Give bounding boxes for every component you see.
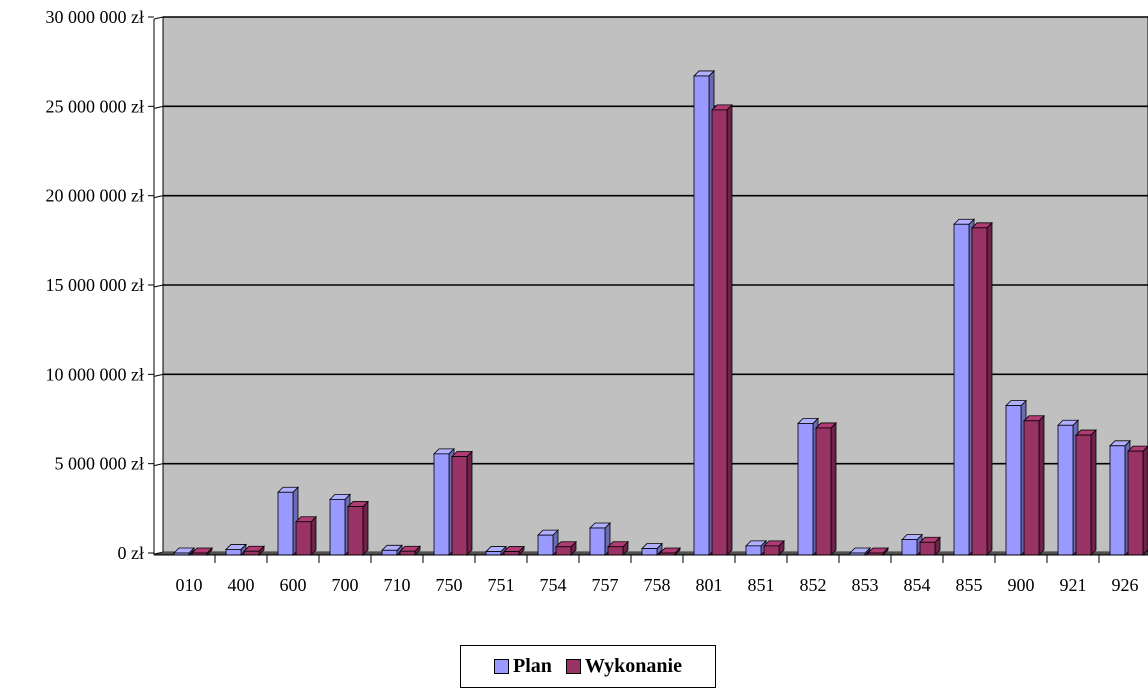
bar-wykonanie-854 [919,536,941,556]
bar-wykonanie-921 [1075,429,1097,556]
bar-plan-710 [381,544,403,556]
bar-wykonanie-754 [555,540,577,556]
bar-plan-400 [225,543,247,556]
x-tick-label: 750 [436,575,463,595]
x-tick-label: 700 [332,575,359,595]
bar-plan-801 [693,69,715,556]
gridline-depth [153,463,164,467]
y-tick-label: 25 000 000 zł [46,96,145,116]
bar-plan-758 [641,542,663,556]
x-tick-label: 854 [904,575,931,595]
x-tick-label: 710 [384,575,411,595]
x-tick-label: 400 [228,575,255,595]
legend-item-wykonanie: Wykonanie [565,655,682,678]
bar-plan-600 [277,486,299,556]
x-tick-label: 855 [956,575,983,595]
bar-plan-851 [745,539,767,556]
legend-swatch-wykonanie [565,659,581,674]
legend: Plan Wykonanie [460,645,716,688]
bar-wykonanie-400 [243,545,265,556]
y-axis: 0 zł 5 000 000 zł 10 000 000 zł 15 000 000 … [46,7,155,563]
x-tick-label: 758 [644,575,671,595]
x-tick-label: 853 [852,575,879,595]
bars [173,69,1148,556]
bar-wykonanie-700 [347,500,369,556]
y-tick-label: 15 000 000 zł [46,275,145,295]
bar-plan-921 [1057,419,1079,556]
x-tick-label: 010 [176,575,203,595]
gridline-depth [153,284,164,288]
x-tick-label: 751 [488,575,515,595]
bar-wykonanie-751 [503,545,525,556]
bar-plan-754 [537,529,559,556]
bar-wykonanie-801 [711,103,733,556]
legend-label-plan: Plan [513,655,552,677]
bar-wykonanie-010 [191,547,213,556]
bar-plan-854 [901,533,923,556]
y-tick-label: 20 000 000 zł [46,186,145,206]
x-tick-label: 754 [540,575,567,595]
x-tick-label: 801 [696,575,723,595]
bar-wykonanie-855 [971,221,993,556]
bar-plan-852 [797,417,819,556]
legend-item-plan: Plan [494,655,552,678]
x-tick-label: 900 [1008,575,1035,595]
bar-plan-757 [589,522,611,556]
x-axis: 010 400 600 700 710 750 751 754 757 758 801 851 852 8… [154,554,1148,595]
x-tick-label: 757 [592,575,619,595]
gridline-depth [153,373,164,377]
bar-plan-751 [485,545,507,556]
bar-wykonanie-757 [607,540,629,556]
gridline-depth [153,105,164,109]
bar-plan-926 [1109,439,1131,556]
bar-wykonanie-926 [1127,445,1148,556]
x-tick-label: 851 [748,575,775,595]
gridline-depth [153,195,164,199]
bar-wykonanie-853 [867,547,889,556]
x-tick-label: 852 [800,575,827,595]
bar-plan-855 [953,218,975,556]
bar-plan-900 [1005,399,1027,556]
y-tick-label: 0 zł [118,543,145,563]
x-tick-label: 921 [1060,575,1087,595]
bar-wykonanie-750 [451,450,473,556]
bar-wykonanie-851 [763,539,785,556]
bar-wykonanie-600 [295,515,317,556]
legend-label-wykonanie: Wykonanie [584,655,682,677]
bar-wykonanie-900 [1023,414,1045,556]
bar-wykonanie-852 [815,421,837,556]
y-tick-label: 10 000 000 zł [46,364,145,384]
bar-plan-700 [329,493,351,556]
legend-swatch-plan [494,659,510,674]
x-tick-label: 926 [1112,575,1139,595]
gridline-depth [153,16,164,20]
y-tick-label: 5 000 000 zł [55,454,145,474]
bar-wykonanie-710 [399,545,421,556]
x-tick-label: 600 [280,575,307,595]
bar-plan-750 [433,447,455,556]
y-tick-label: 30 000 000 zł [46,7,145,27]
